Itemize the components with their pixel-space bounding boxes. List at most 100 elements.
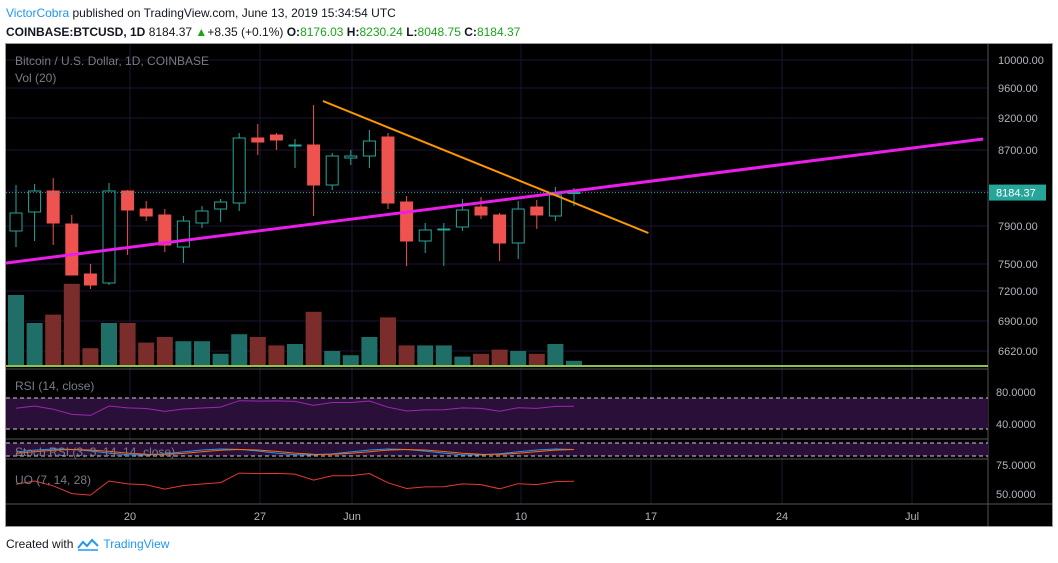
price-tick: 7500.00 — [998, 259, 1038, 271]
candle-body[interactable] — [121, 190, 135, 211]
tradingview-logo-icon — [77, 538, 100, 551]
candle-body[interactable] — [46, 190, 60, 224]
volume-bar — [26, 323, 43, 365]
price-tick: 7900.00 — [998, 221, 1038, 233]
up-arrow-icon: ▲ — [195, 25, 208, 39]
volume-bar — [212, 353, 229, 365]
volume-bar — [398, 345, 415, 365]
last-price-tag-text: 8184.37 — [996, 188, 1036, 200]
tradingview-link[interactable]: TradingView — [103, 537, 170, 551]
uo-tick-75: 75.0000 — [996, 460, 1036, 472]
symbol-line: COINBASE:BTCUSD, 1D 8184.37 ▲+8.35 (+0.1… — [6, 23, 1052, 42]
rsi-band — [6, 398, 988, 429]
stoch-label: Stoch RSI (3, 3, 14, 14, close) — [15, 445, 175, 459]
publish-info: published on TradingView.com, June 13, 2… — [72, 6, 396, 20]
volume-bar — [249, 337, 266, 365]
volume-bar — [361, 337, 378, 365]
candlesticks[interactable] — [9, 105, 581, 289]
volume-bar — [8, 295, 24, 365]
candle-body[interactable] — [548, 194, 562, 217]
volume-bar — [82, 348, 99, 365]
low-value: 8048.75 — [417, 25, 461, 39]
high-value: 8230.24 — [359, 25, 403, 39]
volume-bar — [342, 355, 359, 365]
volume-bar — [194, 341, 210, 365]
candle-body[interactable] — [139, 208, 153, 217]
candle-body[interactable] — [9, 212, 23, 232]
volume-label: Vol (20) — [15, 71, 56, 85]
main-pane-title: Bitcoin / U.S. Dollar, 1D, COINBASE — [15, 54, 209, 68]
stoch-d-line — [15, 448, 575, 455]
price-tick: 6620.00 — [998, 346, 1038, 358]
price-tick: 9600.00 — [998, 83, 1038, 95]
price-tick: 9200.00 — [998, 113, 1038, 125]
volume-bar — [324, 351, 341, 365]
volume-bars — [8, 283, 582, 365]
time-label: 10 — [515, 511, 527, 523]
volume-bar — [547, 344, 564, 365]
candle-body[interactable] — [455, 209, 469, 228]
candle-body[interactable] — [511, 208, 525, 244]
volume-bar — [491, 349, 508, 365]
uo-line — [15, 472, 575, 496]
candle-body[interactable] — [102, 190, 116, 284]
volume-bar — [305, 311, 322, 365]
candle-body[interactable] — [158, 214, 172, 246]
candle-body[interactable] — [530, 206, 544, 216]
rsi-tick-80: 80.0000 — [996, 387, 1036, 399]
volume-bar — [380, 317, 396, 365]
time-axis[interactable]: 20 27 Jun 10 17 24 Jul — [124, 511, 919, 523]
candle-body[interactable] — [65, 223, 79, 276]
author-link[interactable]: VictorCobra — [6, 6, 70, 20]
support-trendline[interactable] — [5, 137, 984, 265]
candle-body[interactable] — [232, 137, 246, 204]
candle-body[interactable] — [493, 214, 507, 244]
stoch-k-line — [15, 448, 575, 456]
volume-bar — [528, 353, 545, 365]
volume-bar — [156, 337, 173, 365]
volume-bar — [473, 353, 489, 365]
resistance-trendline[interactable] — [322, 100, 649, 234]
volume-bar — [510, 351, 527, 365]
candle-body[interactable] — [325, 155, 339, 186]
candle-body[interactable] — [381, 136, 395, 204]
time-label: 24 — [776, 511, 788, 523]
chart-canvas[interactable]: Bitcoin / U.S. Dollar, 1D, COINBASE Vol … — [5, 43, 1053, 527]
chart-svg[interactable]: Bitcoin / U.S. Dollar, 1D, COINBASE Vol … — [5, 44, 1052, 526]
volume-bar — [417, 345, 434, 365]
time-label: 20 — [124, 511, 136, 523]
candle-body[interactable] — [307, 144, 321, 186]
candle-body[interactable] — [195, 210, 209, 224]
trend-lines[interactable] — [5, 100, 984, 265]
time-label: 17 — [645, 511, 657, 523]
candle-body[interactable] — [418, 229, 432, 242]
candle-body[interactable] — [83, 273, 97, 286]
low-label: L: — [406, 25, 418, 39]
candle-body[interactable] — [437, 228, 451, 231]
price-tick: 8700.00 — [998, 145, 1038, 157]
close-label: C: — [464, 25, 477, 39]
stoch-band — [6, 443, 988, 456]
price-tick: 6900.00 — [998, 316, 1038, 328]
volume-bar — [566, 360, 582, 365]
candle-body[interactable] — [176, 220, 190, 248]
candle-body[interactable] — [251, 137, 265, 143]
rsi-tick-40: 40.0000 — [996, 419, 1036, 431]
change-value: +8.35 (+0.1%) — [207, 25, 284, 39]
price-axis[interactable]: 10000.009600.009200.008700.008200.007900… — [998, 55, 1044, 358]
candle-body[interactable] — [400, 201, 414, 242]
candle-body[interactable] — [362, 140, 376, 157]
symbol-label: COINBASE:BTCUSD, 1D — [6, 25, 146, 39]
candle-body[interactable] — [269, 134, 283, 141]
volume-bar — [454, 356, 471, 365]
volume-bar — [101, 323, 117, 365]
candle-body[interactable] — [28, 190, 42, 213]
close-value: 8184.37 — [476, 25, 521, 39]
volume-bar — [435, 345, 452, 365]
candle-body[interactable] — [288, 144, 302, 147]
rsi-label: RSI (14, close) — [15, 379, 94, 393]
created-with-text: Created with — [6, 537, 74, 551]
candle-body[interactable] — [344, 155, 358, 159]
candle-body[interactable] — [214, 201, 228, 210]
candle-body[interactable] — [474, 206, 488, 216]
